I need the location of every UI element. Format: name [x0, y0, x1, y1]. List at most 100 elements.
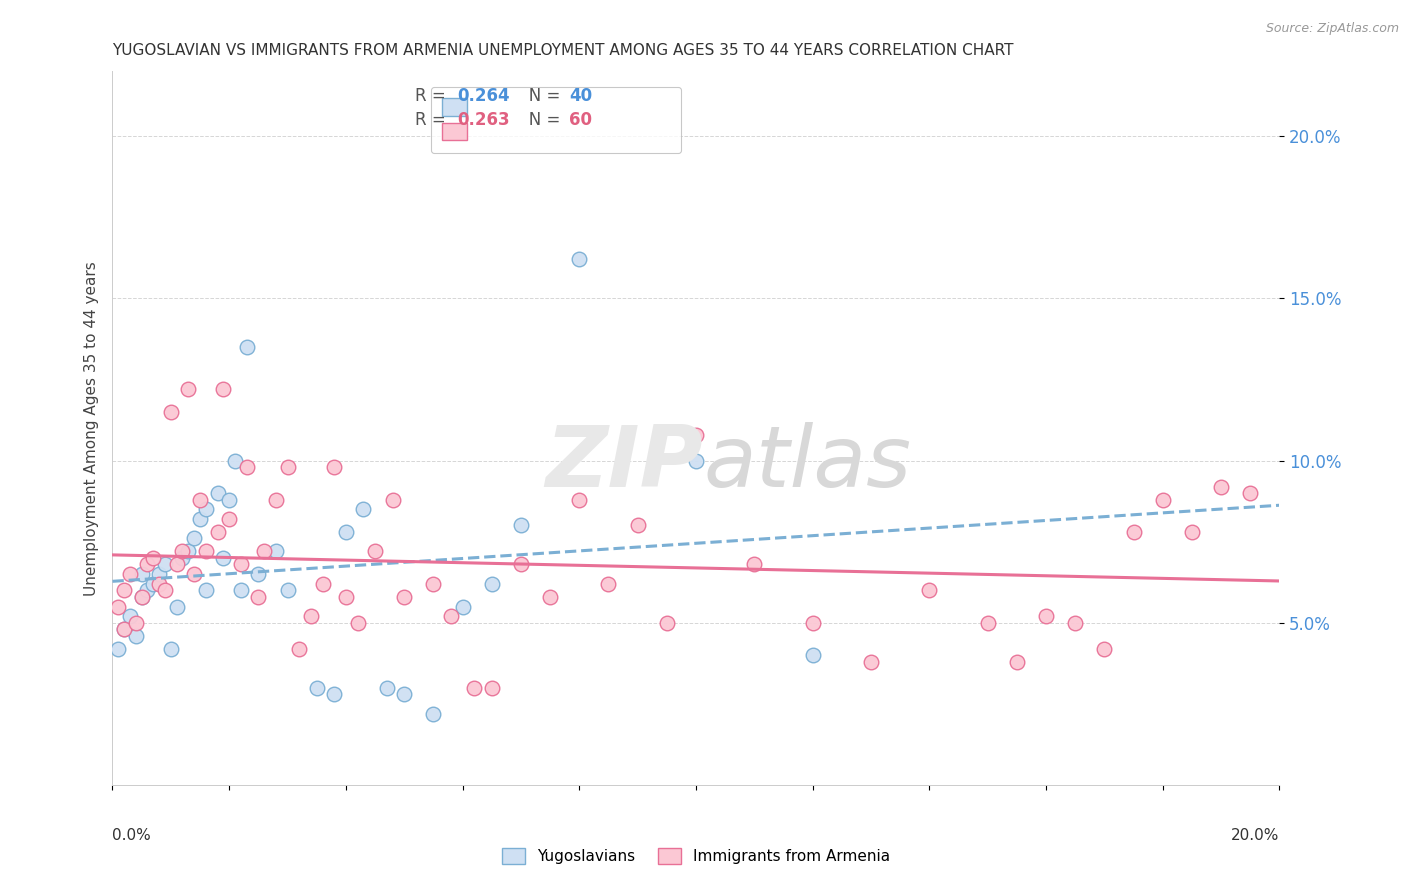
Point: [346, 615, 368, 630]
Point: [323, 687, 346, 701]
Point: [335, 590, 357, 604]
Point: [1152, 492, 1174, 507]
Point: [112, 622, 135, 636]
Point: [166, 599, 188, 614]
Point: [183, 532, 205, 546]
Point: [148, 577, 170, 591]
Point: [136, 583, 159, 598]
Point: [264, 544, 287, 558]
Point: [394, 687, 416, 701]
Point: [207, 524, 229, 539]
Point: [166, 558, 188, 572]
Text: Source: ZipAtlas.com: Source: ZipAtlas.com: [1265, 22, 1399, 36]
Point: [131, 590, 153, 604]
Point: [194, 502, 217, 516]
Point: [323, 460, 346, 475]
Point: [131, 567, 153, 582]
Point: [125, 629, 148, 643]
Point: [276, 460, 298, 475]
Point: [142, 577, 165, 591]
Point: [801, 615, 824, 630]
Point: [153, 558, 176, 572]
Point: [685, 453, 707, 467]
Text: 60: 60: [569, 111, 592, 128]
Point: [305, 681, 328, 695]
Text: 0.0%: 0.0%: [112, 828, 152, 843]
Point: [107, 599, 129, 614]
Point: [311, 577, 333, 591]
Point: [136, 558, 159, 572]
Point: [299, 609, 322, 624]
Text: 0.263: 0.263: [457, 111, 509, 128]
Point: [655, 615, 678, 630]
Point: [107, 641, 129, 656]
Point: [1209, 479, 1232, 493]
Point: [247, 567, 270, 582]
Point: [1064, 615, 1087, 630]
Point: [381, 492, 404, 507]
Point: [253, 544, 276, 558]
Point: [1239, 486, 1261, 500]
Point: [183, 567, 205, 582]
Text: 40: 40: [569, 87, 592, 105]
Point: [481, 681, 503, 695]
Point: [288, 641, 311, 656]
Point: [131, 590, 153, 604]
Point: [538, 590, 561, 604]
Point: [463, 681, 485, 695]
Point: [375, 681, 398, 695]
Point: [509, 518, 531, 533]
Point: [235, 460, 257, 475]
Point: [481, 577, 503, 591]
Point: [207, 486, 229, 500]
Point: [352, 502, 374, 516]
Point: [627, 518, 650, 533]
Point: [335, 524, 357, 539]
Point: [160, 641, 183, 656]
Point: [235, 340, 257, 354]
Point: [598, 577, 620, 591]
Text: YUGOSLAVIAN VS IMMIGRANTS FROM ARMENIA UNEMPLOYMENT AMONG AGES 35 TO 44 YEARS CO: YUGOSLAVIAN VS IMMIGRANTS FROM ARMENIA U…: [112, 43, 1014, 58]
Point: [212, 550, 235, 565]
Text: R =: R =: [415, 111, 451, 128]
Point: [1005, 655, 1028, 669]
Point: [177, 382, 200, 396]
Point: [1035, 609, 1057, 624]
Text: ZIP: ZIP: [546, 422, 703, 506]
Point: [229, 558, 252, 572]
Point: [685, 427, 707, 442]
Text: N =: N =: [513, 87, 565, 105]
Point: [218, 492, 240, 507]
Point: [422, 706, 444, 721]
Point: [153, 583, 176, 598]
Point: [125, 615, 148, 630]
Point: [860, 655, 883, 669]
Point: [509, 558, 531, 572]
Point: [451, 599, 474, 614]
Text: R =: R =: [415, 87, 451, 105]
Y-axis label: Unemployment Among Ages 35 to 44 years: Unemployment Among Ages 35 to 44 years: [83, 260, 98, 596]
Point: [918, 583, 941, 598]
Point: [440, 609, 463, 624]
Point: [264, 492, 287, 507]
Point: [212, 382, 235, 396]
Point: [118, 567, 141, 582]
Point: [224, 453, 246, 467]
Point: [1094, 641, 1116, 656]
Point: [172, 550, 194, 565]
Point: [276, 583, 298, 598]
Point: [172, 544, 194, 558]
Point: [568, 492, 591, 507]
Point: [118, 609, 141, 624]
Point: [160, 405, 183, 419]
Point: [1122, 524, 1144, 539]
Point: [148, 567, 170, 582]
Text: atlas: atlas: [703, 422, 911, 506]
Point: [218, 512, 240, 526]
Text: N =: N =: [513, 111, 565, 128]
Legend: Yugoslavians, Immigrants from Armenia: Yugoslavians, Immigrants from Armenia: [496, 842, 896, 870]
Text: 0.264: 0.264: [457, 87, 509, 105]
Text: 20.0%: 20.0%: [1232, 828, 1279, 843]
Point: [112, 622, 135, 636]
Point: [112, 583, 135, 598]
